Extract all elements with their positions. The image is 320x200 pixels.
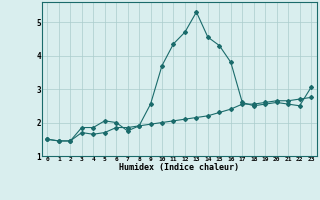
X-axis label: Humidex (Indice chaleur): Humidex (Indice chaleur) [119, 163, 239, 172]
